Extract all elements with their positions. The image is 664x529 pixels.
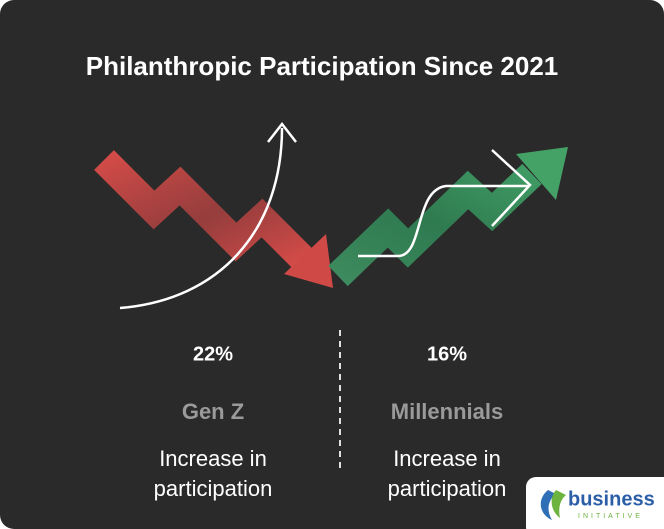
white-arrows: [119, 121, 532, 310]
title: Philanthropic Participation Since 2021: [86, 51, 558, 81]
stat-description: Increase in: [159, 446, 267, 471]
logo-name: business: [568, 488, 655, 510]
stat-label: Millennials: [391, 399, 503, 424]
green-arrow: [328, 147, 568, 287]
stat-value: 22%: [193, 343, 233, 365]
stat-description: Increase in: [393, 446, 501, 471]
stat-label: Gen Z: [182, 399, 244, 424]
stat-description: participation: [154, 476, 273, 501]
stat-description: participation: [388, 476, 507, 501]
stat-value: 16%: [427, 343, 467, 365]
logo-tagline: INITIATIVE: [578, 513, 643, 520]
logo: business INITIATIVE: [526, 477, 664, 529]
red-arrow: [94, 150, 333, 288]
